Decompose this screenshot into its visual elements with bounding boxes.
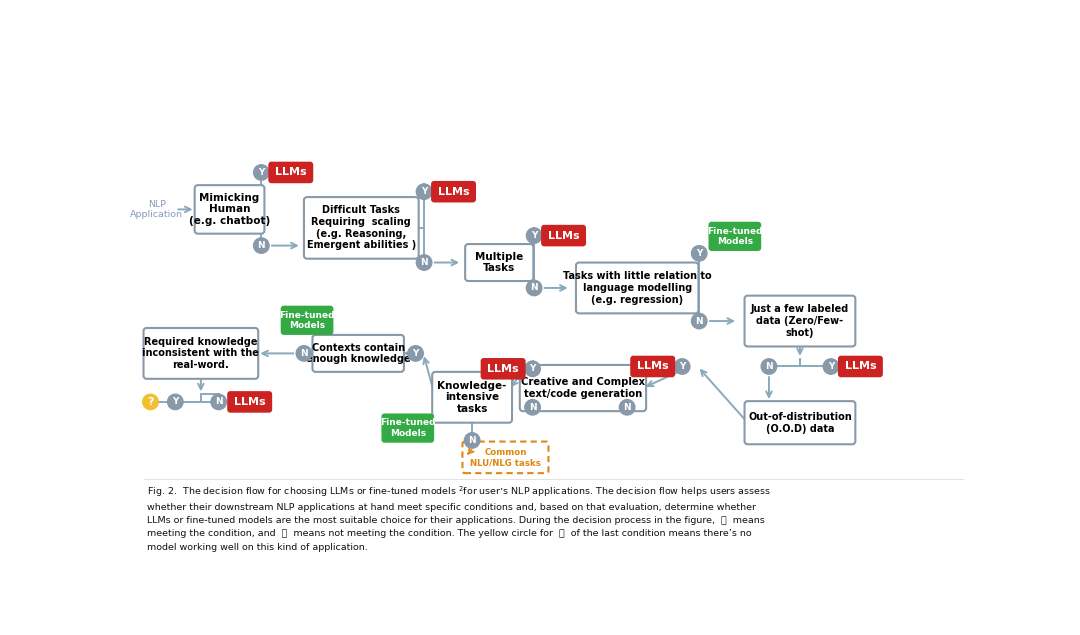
FancyBboxPatch shape (432, 372, 512, 423)
Text: Knowledge-
intensive
tasks: Knowledge- intensive tasks (437, 381, 507, 414)
Circle shape (254, 164, 269, 180)
Text: Y: Y (827, 362, 834, 371)
FancyBboxPatch shape (576, 262, 699, 313)
Circle shape (691, 313, 707, 329)
Text: Y: Y (529, 364, 536, 373)
Text: N: N (765, 362, 773, 371)
Text: N: N (530, 283, 538, 293)
Text: LLMs: LLMs (487, 364, 518, 374)
Circle shape (296, 345, 312, 361)
Text: N: N (257, 241, 265, 250)
Circle shape (416, 184, 432, 199)
Circle shape (525, 361, 540, 377)
Text: Fig. 2.  The decision flow for choosing LLMs or fine-tuned models $^2$for user’s: Fig. 2. The decision flow for choosing L… (147, 485, 770, 552)
FancyBboxPatch shape (519, 365, 646, 411)
Text: Creative and Complex
text/code generation: Creative and Complex text/code generatio… (521, 377, 645, 399)
FancyBboxPatch shape (838, 356, 882, 377)
Text: Multiple
Tasks: Multiple Tasks (475, 251, 524, 273)
FancyBboxPatch shape (194, 185, 265, 234)
Text: LLMs: LLMs (845, 361, 876, 371)
Circle shape (526, 228, 542, 243)
FancyBboxPatch shape (541, 225, 586, 246)
FancyBboxPatch shape (381, 413, 434, 443)
Circle shape (167, 394, 183, 410)
Text: Y: Y (421, 187, 428, 196)
Circle shape (416, 255, 432, 271)
FancyBboxPatch shape (481, 358, 526, 380)
Text: LLMs: LLMs (548, 231, 579, 241)
Text: Fine-tuned
Models: Fine-tuned Models (280, 311, 335, 330)
Text: Contexts contain
enough knowledge: Contexts contain enough knowledge (306, 343, 410, 364)
Circle shape (525, 399, 540, 415)
Circle shape (619, 399, 635, 415)
FancyBboxPatch shape (708, 222, 761, 251)
Circle shape (674, 359, 690, 374)
Text: LLMs: LLMs (234, 397, 266, 407)
FancyBboxPatch shape (744, 296, 855, 347)
Text: N: N (529, 403, 537, 412)
FancyBboxPatch shape (744, 401, 855, 444)
Circle shape (408, 345, 423, 361)
Text: LLMs: LLMs (275, 168, 307, 177)
Text: Tasks with little relation to
language modelling
(e.g. regression): Tasks with little relation to language m… (563, 271, 712, 305)
Text: Just a few labeled
data (Zero/Few-
shot): Just a few labeled data (Zero/Few- shot) (751, 304, 849, 338)
Circle shape (691, 246, 707, 261)
FancyBboxPatch shape (462, 441, 549, 473)
FancyBboxPatch shape (431, 181, 476, 203)
Circle shape (143, 394, 159, 410)
FancyBboxPatch shape (144, 328, 258, 379)
Text: NLP
Application: NLP Application (131, 200, 184, 219)
Text: Y: Y (413, 349, 419, 358)
FancyBboxPatch shape (268, 162, 313, 184)
Circle shape (464, 432, 480, 448)
Text: Y: Y (258, 168, 265, 177)
Text: Difficult Tasks
Requiring  scaling
(e.g. Reasoning,
Emergent abilities ): Difficult Tasks Requiring scaling (e.g. … (307, 206, 416, 250)
FancyBboxPatch shape (631, 356, 675, 377)
Text: Common
NLU/NLG tasks: Common NLU/NLG tasks (470, 448, 541, 467)
Text: Fine-tuned
Models: Fine-tuned Models (380, 418, 435, 438)
Text: N: N (420, 258, 428, 267)
Text: Required knowledge
inconsistent with the
real-word.: Required knowledge inconsistent with the… (143, 337, 259, 370)
Text: ?: ? (147, 397, 153, 407)
Text: N: N (300, 349, 308, 358)
Text: Y: Y (679, 362, 686, 371)
Text: Out-of-distribution
(O.O.D) data: Out-of-distribution (O.O.D) data (748, 412, 852, 434)
Text: N: N (469, 436, 476, 445)
FancyBboxPatch shape (303, 197, 419, 258)
Circle shape (761, 359, 777, 374)
Circle shape (211, 394, 227, 410)
Circle shape (823, 359, 839, 374)
Text: Y: Y (531, 231, 538, 240)
FancyBboxPatch shape (465, 244, 534, 281)
Text: Fine-tuned
Models: Fine-tuned Models (707, 227, 762, 246)
FancyBboxPatch shape (281, 305, 334, 335)
Text: N: N (215, 398, 222, 406)
Text: N: N (623, 403, 631, 412)
Circle shape (254, 238, 269, 253)
FancyBboxPatch shape (227, 391, 272, 413)
Text: Y: Y (172, 398, 178, 406)
Circle shape (526, 280, 542, 296)
FancyBboxPatch shape (312, 335, 404, 372)
Text: N: N (696, 317, 703, 326)
Text: Y: Y (696, 249, 702, 258)
Text: LLMs: LLMs (437, 187, 470, 197)
Text: Mimicking
Human
(e.g. chatbot): Mimicking Human (e.g. chatbot) (189, 193, 270, 226)
Text: LLMs: LLMs (637, 361, 669, 371)
